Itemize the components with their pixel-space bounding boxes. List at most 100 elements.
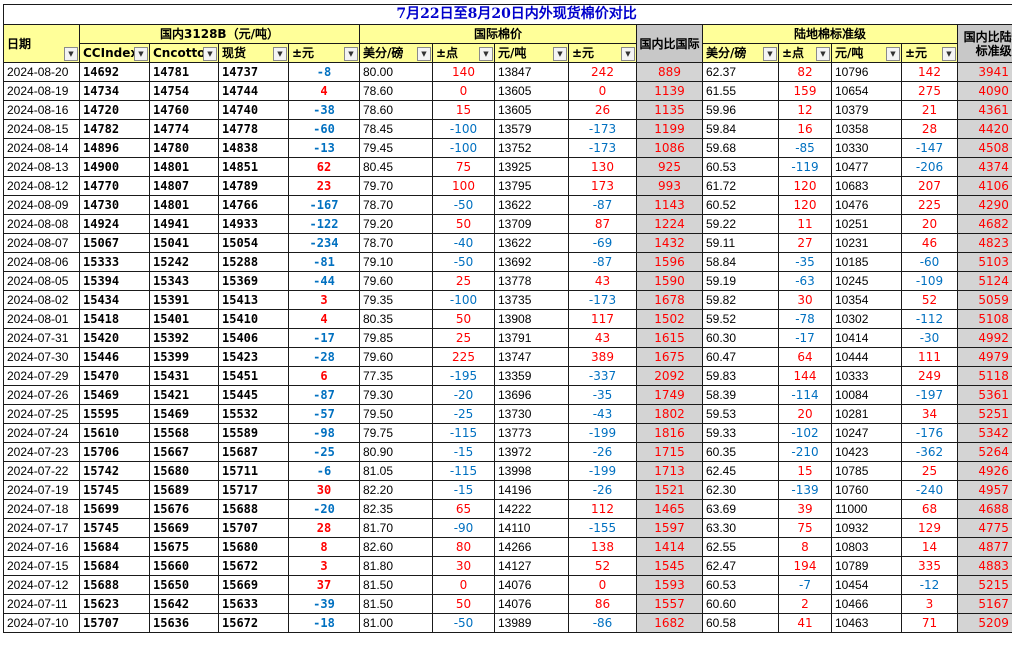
cell-ccindex[interactable]: 15688 [79, 575, 150, 595]
cell-intl-change[interactable]: 130 [568, 157, 637, 177]
cell-landed-yuan[interactable]: 10414 [831, 328, 902, 348]
cell-landed-points[interactable]: 159 [778, 81, 832, 101]
cell-intl-diff[interactable]: 1593 [636, 575, 703, 595]
cell-intl-change[interactable]: -155 [568, 518, 637, 538]
cell-landed-change[interactable]: 129 [901, 518, 958, 538]
cell-landed-yuan[interactable]: 10476 [831, 195, 902, 215]
cell-landed-cents[interactable]: 59.84 [702, 119, 779, 139]
cell-intl-yuan[interactable]: 13925 [494, 157, 569, 177]
cell-cncotton[interactable]: 15660 [149, 556, 219, 576]
cell-intl-diff[interactable]: 1749 [636, 385, 703, 405]
cell-intl-points[interactable]: 65 [432, 499, 495, 519]
cell-intl-points[interactable]: -40 [432, 233, 495, 253]
cell-intl-yuan[interactable]: 13359 [494, 366, 569, 386]
cell-landed-change[interactable]: -12 [901, 575, 958, 595]
cell-landed-cents[interactable]: 62.30 [702, 480, 779, 500]
cell-intl-cents[interactable]: 79.75 [359, 423, 433, 443]
cell-domestic-change[interactable]: -167 [288, 195, 360, 215]
cell-intl-diff[interactable]: 925 [636, 157, 703, 177]
cell-landed-change[interactable]: 14 [901, 537, 958, 557]
cell-date[interactable]: 2024-08-15 [3, 119, 80, 139]
cell-intl-cents[interactable]: 80.00 [359, 62, 433, 82]
cell-intl-points[interactable]: -50 [432, 613, 495, 633]
cell-intl-cents[interactable]: 79.85 [359, 328, 433, 348]
cell-intl-yuan[interactable]: 13692 [494, 252, 569, 272]
cell-intl-change[interactable]: 52 [568, 556, 637, 576]
cell-ccindex[interactable]: 15394 [79, 271, 150, 291]
cell-ccindex[interactable]: 14730 [79, 195, 150, 215]
cell-landed-cents[interactable]: 59.19 [702, 271, 779, 291]
cell-landed-cents[interactable]: 62.37 [702, 62, 779, 82]
cell-cncotton[interactable]: 14807 [149, 176, 219, 196]
cell-intl-diff[interactable]: 1086 [636, 138, 703, 158]
cell-spot[interactable]: 15717 [218, 480, 289, 500]
cell-ccindex[interactable]: 15684 [79, 556, 150, 576]
cell-landed-cents[interactable]: 60.60 [702, 594, 779, 614]
cell-ccindex[interactable]: 15595 [79, 404, 150, 424]
cell-date[interactable]: 2024-08-05 [3, 271, 80, 291]
cell-intl-change[interactable]: 87 [568, 214, 637, 234]
cell-domestic-change[interactable]: 3 [288, 290, 360, 310]
cell-landed-change[interactable]: -206 [901, 157, 958, 177]
cell-landed-points[interactable]: 144 [778, 366, 832, 386]
cell-domestic-change[interactable]: -87 [288, 385, 360, 405]
cell-landed-yuan[interactable]: 10423 [831, 442, 902, 462]
cell-landed-yuan[interactable]: 10796 [831, 62, 902, 82]
cell-landed-points[interactable]: 30 [778, 290, 832, 310]
cell-intl-cents[interactable]: 77.35 [359, 366, 433, 386]
cell-cncotton[interactable]: 15689 [149, 480, 219, 500]
filter-dropdown-icon[interactable]: ▼ [816, 47, 830, 61]
cell-spot[interactable]: 15672 [218, 556, 289, 576]
cell-landed-diff[interactable]: 5251 [956, 404, 1012, 424]
cell-date[interactable]: 2024-07-11 [3, 594, 80, 614]
cell-landed-yuan[interactable]: 10463 [831, 613, 902, 633]
cell-domestic-change[interactable]: -28 [288, 347, 360, 367]
cell-landed-diff[interactable]: 5103 [956, 252, 1012, 272]
cell-landed-yuan[interactable]: 10785 [831, 461, 902, 481]
cell-landed-points[interactable]: -35 [778, 252, 832, 272]
cell-intl-points[interactable]: 25 [432, 271, 495, 291]
cell-spot[interactable]: 15423 [218, 347, 289, 367]
cell-landed-points[interactable]: -78 [778, 309, 832, 329]
cell-landed-yuan[interactable]: 10379 [831, 100, 902, 120]
cell-landed-yuan[interactable]: 10354 [831, 290, 902, 310]
cell-landed-cents[interactable]: 61.55 [702, 81, 779, 101]
cell-landed-cents[interactable]: 60.35 [702, 442, 779, 462]
cell-intl-points[interactable]: -90 [432, 518, 495, 538]
cell-landed-cents[interactable]: 59.83 [702, 366, 779, 386]
cell-landed-cents[interactable]: 60.52 [702, 195, 779, 215]
col-header-landed-change[interactable]: ±元 ▼ [901, 43, 958, 63]
cell-domestic-change[interactable]: 37 [288, 575, 360, 595]
cell-intl-points[interactable]: 0 [432, 81, 495, 101]
cell-landed-points[interactable]: -210 [778, 442, 832, 462]
cell-landed-change[interactable]: 34 [901, 404, 958, 424]
cell-intl-cents[interactable]: 79.30 [359, 385, 433, 405]
cell-landed-yuan[interactable]: 10477 [831, 157, 902, 177]
cell-intl-yuan[interactable]: 13773 [494, 423, 569, 443]
cell-ccindex[interactable]: 15745 [79, 480, 150, 500]
cell-intl-change[interactable]: 86 [568, 594, 637, 614]
cell-domestic-change[interactable]: 6 [288, 366, 360, 386]
cell-landed-cents[interactable]: 63.69 [702, 499, 779, 519]
cell-landed-diff[interactable]: 5209 [956, 613, 1012, 633]
cell-intl-diff[interactable]: 1715 [636, 442, 703, 462]
cell-landed-points[interactable]: 27 [778, 233, 832, 253]
cell-intl-points[interactable]: 75 [432, 157, 495, 177]
cell-intl-yuan[interactable]: 14127 [494, 556, 569, 576]
cell-intl-change[interactable]: 43 [568, 271, 637, 291]
cell-intl-diff[interactable]: 1135 [636, 100, 703, 120]
col-header-spot[interactable]: 现货 ▼ [218, 43, 289, 63]
cell-ccindex[interactable]: 15470 [79, 366, 150, 386]
cell-landed-cents[interactable]: 59.11 [702, 233, 779, 253]
cell-ccindex[interactable]: 14782 [79, 119, 150, 139]
cell-spot[interactable]: 15680 [218, 537, 289, 557]
filter-dropdown-icon[interactable]: ▼ [203, 47, 217, 61]
cell-date[interactable]: 2024-07-10 [3, 613, 80, 633]
cell-domestic-change[interactable]: -18 [288, 613, 360, 633]
cell-landed-change[interactable]: -60 [901, 252, 958, 272]
cell-date[interactable]: 2024-08-13 [3, 157, 80, 177]
cell-domestic-change[interactable]: -25 [288, 442, 360, 462]
cell-intl-yuan[interactable]: 13847 [494, 62, 569, 82]
cell-landed-change[interactable]: 28 [901, 119, 958, 139]
cell-landed-yuan[interactable]: 10803 [831, 537, 902, 557]
